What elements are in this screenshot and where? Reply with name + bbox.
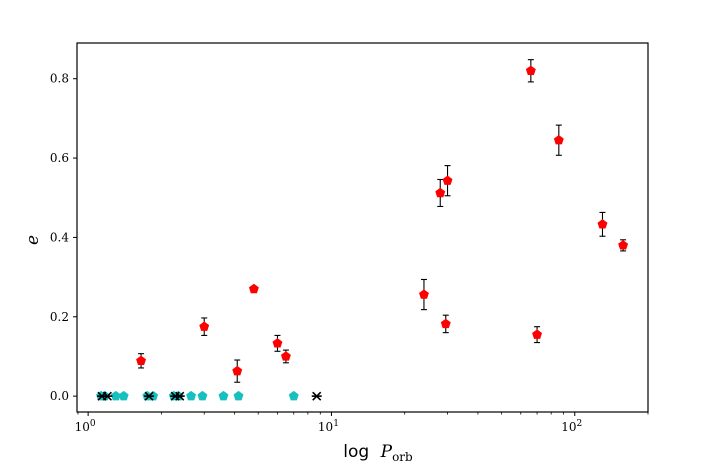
data-point bbox=[532, 329, 543, 339]
data-point bbox=[118, 390, 129, 401]
x-axis-label-symbol: P bbox=[380, 442, 393, 462]
data-point bbox=[186, 390, 197, 401]
data-point bbox=[248, 283, 259, 294]
y-tick-label: 0.6 bbox=[50, 151, 69, 165]
y-tick-label: 0.2 bbox=[50, 310, 69, 324]
data-point-cross bbox=[102, 391, 113, 401]
y-tick-label: 0.8 bbox=[50, 72, 69, 86]
data-point bbox=[442, 175, 453, 185]
data-point bbox=[525, 65, 536, 75]
x-axis-label: log Porb bbox=[343, 442, 413, 464]
data-point bbox=[597, 219, 608, 229]
x-tick-label: 101 bbox=[318, 419, 339, 434]
data-point bbox=[197, 390, 208, 401]
data-point bbox=[280, 351, 291, 361]
data-point bbox=[233, 390, 244, 401]
data-point bbox=[232, 365, 243, 376]
chart-marks bbox=[96, 59, 629, 401]
data-point bbox=[288, 390, 299, 401]
data-point bbox=[218, 390, 229, 401]
y-axis-label: e bbox=[23, 235, 43, 245]
data-point bbox=[199, 321, 210, 331]
plot-frame bbox=[76, 42, 649, 413]
data-point bbox=[435, 187, 446, 198]
data-point-cross bbox=[174, 391, 185, 401]
data-point bbox=[618, 240, 629, 250]
data-point bbox=[419, 289, 429, 299]
y-tick-label: 0.4 bbox=[50, 230, 69, 244]
data-point-cross bbox=[144, 391, 155, 401]
y-tick-label: 0.0 bbox=[50, 389, 69, 403]
data-point bbox=[440, 318, 451, 329]
data-point bbox=[110, 390, 121, 401]
data-point bbox=[553, 135, 564, 145]
data-point-cross bbox=[311, 391, 322, 401]
x-axis-label-subscript: orb bbox=[392, 450, 413, 464]
x-tick-label: 100 bbox=[75, 419, 96, 434]
axis-ticks: 0.0 0.2 0.4 0.6 0.8 100 101 102 bbox=[50, 72, 649, 434]
data-point bbox=[136, 355, 146, 366]
x-tick-label: 102 bbox=[561, 419, 582, 434]
data-point bbox=[272, 338, 283, 348]
